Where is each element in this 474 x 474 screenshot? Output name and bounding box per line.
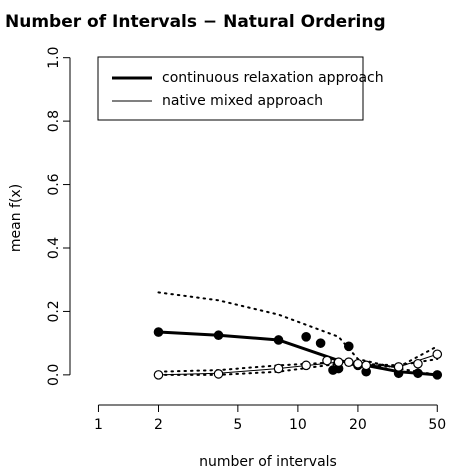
x-tick-label: 50 [428, 417, 446, 433]
point [333, 357, 344, 367]
x-tick-label: 5 [233, 417, 242, 433]
point [273, 335, 284, 345]
x-tick-label: 10 [289, 417, 307, 433]
point [353, 358, 363, 369]
point [343, 341, 354, 352]
legend-box [97, 56, 364, 121]
x-tick-label: 1 [94, 417, 103, 433]
x-tick-label: 20 [349, 417, 367, 433]
dotted-line [157, 291, 439, 376]
point [213, 330, 224, 341]
y-axis-label: mean f(x) [8, 184, 24, 252]
point [153, 370, 164, 380]
point [273, 363, 284, 374]
y-tick-label: 0.0 [46, 364, 62, 386]
y-tick-label: 0.4 [46, 237, 62, 259]
point [393, 362, 404, 372]
x-axis-label: number of intervals [199, 454, 337, 470]
point [413, 368, 423, 379]
y-tick-label: 0.8 [46, 110, 62, 132]
y-tick-label: 0.6 [46, 173, 62, 195]
point [361, 360, 371, 371]
x-tick-label: 2 [154, 417, 163, 433]
legend-label: continuous relaxation approach [162, 70, 384, 86]
point [213, 369, 224, 379]
point [301, 332, 311, 342]
point [432, 349, 443, 360]
y-tick-label: 1.0 [46, 47, 62, 69]
legend-label: native mixed approach [162, 93, 323, 109]
point [413, 358, 423, 369]
point [322, 355, 332, 366]
point [153, 327, 164, 337]
point [432, 370, 443, 380]
point [301, 360, 311, 371]
point [315, 338, 326, 348]
chart-title: Number of Intervals − Natural Ordering [5, 12, 386, 32]
point [343, 357, 354, 367]
y-tick-label: 0.2 [46, 300, 62, 322]
